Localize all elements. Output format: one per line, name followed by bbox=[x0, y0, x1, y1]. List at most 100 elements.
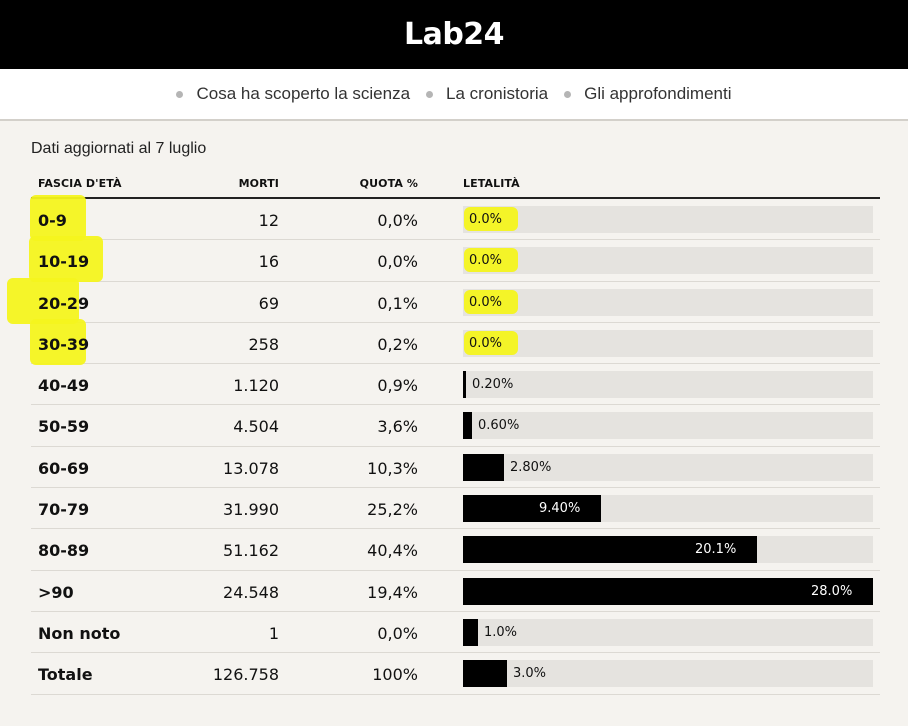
age-cell: Non noto bbox=[38, 623, 121, 643]
lethality-bar bbox=[463, 495, 601, 523]
table-row: 30-39 258 0,2% 0.0% bbox=[30, 318, 880, 365]
header-lethality: LETALITÀ bbox=[463, 177, 520, 190]
deaths-cell: 1 bbox=[268, 623, 279, 643]
table-row: 10-19 16 0,0% 0.0% bbox=[29, 236, 880, 283]
age-cell: 50-59 bbox=[38, 417, 90, 437]
lethality-bar-track: 0.60% bbox=[463, 412, 873, 440]
lethality-table: FASCIA D'ETÀ MORTI QUOTA % LETALITÀ 0-9 1… bbox=[7, 168, 880, 695]
lethality-bar-track: 20.1% bbox=[463, 536, 873, 564]
lethality-label: 0.0% bbox=[469, 253, 503, 269]
share-cell: 100% bbox=[372, 665, 418, 685]
nav-item-label: La cronistoria bbox=[446, 84, 549, 103]
age-cell: >90 bbox=[38, 582, 74, 602]
lethality-label: 2.80% bbox=[510, 459, 552, 475]
header-deaths: MORTI bbox=[238, 177, 279, 190]
table-header: FASCIA D'ETÀ MORTI QUOTA % LETALITÀ bbox=[31, 168, 880, 199]
share-cell: 0,0% bbox=[377, 623, 418, 643]
lethality-bar bbox=[463, 618, 478, 646]
lethality-bar bbox=[463, 412, 472, 440]
lethality-bar-track: 0.0% bbox=[463, 206, 873, 233]
header-share: QUOTA % bbox=[359, 177, 418, 190]
table-row: 70-79 31.990 25,2% 9.40% bbox=[31, 488, 880, 530]
lethality-bar-track: 1.0% bbox=[463, 618, 873, 646]
deaths-cell: 16 bbox=[258, 252, 279, 272]
share-cell: 0,2% bbox=[377, 334, 418, 354]
lethality-label: 9.40% bbox=[539, 501, 581, 517]
nav-item-science[interactable]: Cosa ha scoperto la scienza bbox=[176, 84, 410, 104]
lethality-label: 0.20% bbox=[472, 377, 514, 393]
age-cell: 20-29 bbox=[38, 293, 90, 313]
lethality-bar bbox=[463, 453, 504, 481]
highlight-mark bbox=[30, 195, 86, 241]
nav-item-insights[interactable]: Gli approfondimenti bbox=[564, 84, 732, 104]
table-row: 0-9 12 0,0% 0.0% bbox=[30, 195, 880, 241]
age-cell: 60-69 bbox=[38, 458, 90, 478]
deaths-cell: 258 bbox=[248, 334, 279, 354]
table-row: 50-59 4.504 3,6% 0.60% bbox=[31, 405, 880, 447]
lethality-bar-track: 9.40% bbox=[463, 495, 873, 523]
highlight-mark bbox=[7, 277, 79, 324]
deaths-cell: 31.990 bbox=[223, 500, 279, 520]
lethality-label: 0.0% bbox=[469, 294, 503, 310]
share-cell: 0,1% bbox=[377, 293, 418, 313]
lethality-bar-track: 28.0% bbox=[463, 577, 873, 605]
lethality-bar bbox=[463, 371, 466, 399]
deaths-cell: 13.078 bbox=[223, 458, 279, 478]
share-cell: 19,4% bbox=[367, 582, 418, 602]
lab24-logo[interactable]: Lab24 bbox=[403, 17, 505, 52]
lethality-bar-track: 0.0% bbox=[463, 288, 873, 316]
lethality-label: 3.0% bbox=[513, 666, 547, 682]
lethality-bar bbox=[463, 660, 507, 688]
deaths-cell: 69 bbox=[258, 293, 279, 313]
age-cell: 40-49 bbox=[38, 376, 90, 396]
share-cell: 10,3% bbox=[367, 458, 418, 478]
nav-item-label: Gli approfondimenti bbox=[584, 84, 732, 103]
age-cell: 30-39 bbox=[38, 334, 90, 354]
age-cell: 70-79 bbox=[38, 500, 90, 520]
lethality-bar-track: 2.80% bbox=[463, 453, 873, 481]
highlight-mark bbox=[30, 318, 86, 365]
deaths-cell: 24.548 bbox=[223, 582, 279, 602]
section-nav: Cosa ha scoperto la scienza La cronistor… bbox=[0, 69, 908, 121]
bullet-icon bbox=[176, 90, 184, 98]
share-cell: 25,2% bbox=[367, 500, 418, 520]
bullet-icon bbox=[426, 90, 434, 98]
nav-item-chronology[interactable]: La cronistoria bbox=[426, 84, 548, 104]
data-updated-note: Dati aggiornati al 7 luglio bbox=[31, 140, 207, 157]
age-cell: Totale bbox=[38, 665, 93, 685]
lethality-label: 0.60% bbox=[478, 418, 520, 434]
share-cell: 40,4% bbox=[367, 541, 418, 561]
highlight-mark bbox=[464, 207, 518, 231]
highlight-mark bbox=[464, 330, 518, 355]
age-cell: 80-89 bbox=[38, 541, 90, 561]
highlight-mark bbox=[464, 248, 518, 273]
top-header: Lab24 bbox=[0, 0, 908, 69]
bullet-icon bbox=[564, 90, 572, 98]
nav-item-label: Cosa ha scoperto la scienza bbox=[196, 84, 411, 103]
deaths-cell: 4.504 bbox=[233, 417, 279, 437]
highlight-mark bbox=[29, 236, 103, 283]
lethality-label: 20.1% bbox=[695, 542, 737, 558]
logo-text: Lab24 bbox=[403, 17, 505, 52]
age-cell: 0-9 bbox=[38, 211, 67, 230]
table-row: 60-69 13.078 10,3% 2.80% bbox=[31, 447, 880, 489]
share-cell: 3,6% bbox=[377, 417, 418, 437]
table-row: >90 24.548 19,4% 28.0% bbox=[31, 571, 880, 612]
lethality-bar-track: 0.0% bbox=[463, 247, 873, 275]
lethality-label: 0.0% bbox=[469, 335, 503, 351]
age-cell: 10-19 bbox=[38, 252, 90, 272]
lethality-bar-track: 0.20% bbox=[463, 371, 873, 399]
deaths-cell: 12 bbox=[258, 211, 279, 230]
share-cell: 0,0% bbox=[377, 252, 418, 272]
lethality-label: 0.0% bbox=[469, 212, 503, 227]
lethality-bar bbox=[463, 577, 873, 605]
table-row: 20-29 69 0,1% 0.0% bbox=[7, 277, 880, 324]
table-row: 40-49 1.120 0,9% 0.20% bbox=[31, 364, 880, 406]
table-row: Non noto 1 0,0% 1.0% bbox=[31, 612, 880, 654]
share-cell: 0,0% bbox=[377, 211, 418, 230]
lethality-bar bbox=[463, 536, 757, 564]
share-cell: 0,9% bbox=[377, 376, 418, 396]
table-row: 80-89 51.162 40,4% 20.1% bbox=[31, 529, 880, 571]
lethality-bar-track: 0.0% bbox=[463, 329, 873, 357]
table-body: 0-9 12 0,0% 0.0% 10-19 16 0,0% 0.0% 20-29 69 0,1% 0… bbox=[7, 195, 880, 695]
